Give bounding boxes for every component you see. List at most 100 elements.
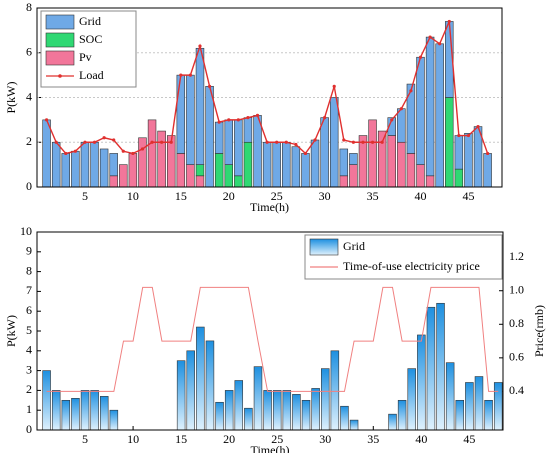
bar-segment	[320, 117, 329, 188]
bar-segment	[61, 153, 70, 188]
bar-segment	[406, 153, 416, 188]
line-marker	[265, 140, 269, 144]
bar-segment	[416, 164, 425, 188]
bar-segment	[195, 164, 205, 177]
x-tick-label: 25	[271, 432, 283, 446]
line-marker	[447, 19, 451, 24]
x-tick-label: 20	[223, 432, 235, 446]
bar	[301, 399, 311, 431]
bar	[330, 350, 340, 431]
line-marker	[418, 55, 423, 59]
x-tick-label: 30	[319, 432, 331, 446]
y-tick-label: 1	[26, 402, 32, 416]
bar	[465, 382, 474, 431]
bar-segment	[377, 130, 387, 188]
y-tick-label: 9	[26, 244, 32, 258]
line-marker	[294, 142, 298, 147]
bar	[100, 396, 109, 431]
bar-segment	[42, 119, 51, 188]
bar-segment	[416, 56, 425, 165]
line-marker	[150, 140, 154, 144]
line-marker	[457, 133, 461, 138]
bar-segment	[147, 119, 157, 188]
bar	[244, 407, 253, 431]
x-tick-label: 45	[463, 432, 475, 446]
bar-segment	[205, 86, 214, 188]
line-marker	[102, 136, 106, 140]
line-marker	[160, 140, 164, 144]
y-tick-label: 6	[26, 45, 32, 59]
bar-segment	[454, 168, 464, 188]
x-tick-label: 25	[271, 189, 283, 203]
bar-segment	[138, 137, 147, 188]
line-marker	[73, 149, 77, 153]
bar	[388, 413, 397, 431]
line-marker	[313, 138, 317, 142]
bar-segment	[253, 115, 262, 188]
legend-swatch	[309, 238, 339, 256]
line-marker	[438, 42, 442, 46]
line-marker	[428, 35, 432, 39]
bar-segment	[387, 117, 396, 136]
bar-segment	[128, 153, 138, 188]
legend-label: Grid	[79, 14, 101, 28]
bar-segment	[119, 164, 128, 188]
legend-label: Load	[79, 68, 104, 82]
line-marker	[227, 118, 231, 122]
x-tick-label: 20	[223, 189, 235, 203]
bar	[349, 419, 359, 431]
line-marker	[303, 151, 308, 156]
bar-segment	[368, 119, 377, 188]
bar-segment	[454, 135, 464, 170]
bar-segment	[349, 153, 358, 165]
bar	[224, 390, 234, 431]
bar-segment	[272, 141, 281, 188]
line-marker	[409, 89, 413, 93]
line-marker	[246, 116, 250, 120]
bar-segment	[234, 119, 243, 177]
bar	[234, 380, 244, 431]
bar-segment	[282, 141, 291, 188]
legend-label: Grid	[343, 239, 365, 253]
bar	[109, 409, 119, 431]
bar-segment	[224, 119, 233, 165]
bar-segment	[109, 153, 118, 177]
y2-tick-label: 1.2	[509, 249, 524, 263]
y-tick-label: 0	[26, 422, 32, 436]
bar	[263, 390, 272, 431]
bar	[272, 390, 282, 431]
x-axis-label: Time(h)	[250, 200, 289, 214]
bar-segment	[397, 108, 406, 143]
line-marker	[323, 116, 327, 120]
bar-segment	[186, 164, 195, 188]
bar	[436, 302, 445, 431]
line-marker	[476, 124, 480, 129]
x-tick-label: 40	[415, 189, 427, 203]
y-axis-label: P(kW)	[4, 315, 18, 347]
bar-segment	[387, 135, 396, 188]
y-tick-label: 2	[26, 382, 32, 396]
bar-segment	[301, 153, 310, 188]
bar	[455, 399, 465, 431]
line-marker	[275, 140, 279, 144]
line-marker	[64, 151, 68, 156]
bar-segment	[397, 141, 406, 188]
bar	[71, 398, 80, 431]
line-marker	[284, 140, 288, 144]
legend-swatch	[45, 32, 75, 48]
y-tick-label: 4	[26, 89, 32, 103]
line-marker	[486, 151, 490, 156]
bar-segment	[214, 153, 224, 188]
bar	[321, 368, 330, 431]
y2-tick-label: 0.6	[509, 350, 524, 364]
x-tick-label: 40	[415, 432, 427, 446]
legend-label: SOC	[79, 32, 102, 46]
y2-tick-label: 0.8	[509, 316, 524, 330]
bar-segment	[464, 133, 473, 188]
line-marker	[44, 118, 49, 122]
bar-segment	[195, 175, 205, 188]
bar	[474, 376, 484, 431]
line-marker	[140, 147, 145, 151]
x-tick-label: 35	[367, 432, 379, 446]
